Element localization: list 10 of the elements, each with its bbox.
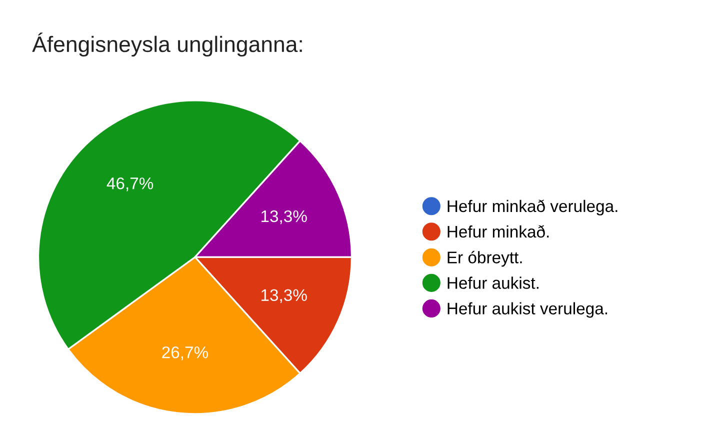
chart-title: Áfengisneysla unglinganna:: [32, 32, 302, 57]
legend-label: Hefur minkað.: [448, 225, 549, 238]
legend-label: Hefur aukist verulega.: [448, 302, 608, 318]
legend-label: Hefur minkað verulega.: [448, 200, 618, 216]
data-label: 13,3%: [261, 210, 307, 224]
legend-label: Hefur aukist.: [448, 276, 538, 289]
legend-label: Er óbreytt.: [448, 250, 522, 267]
data-label: 46,7%: [106, 178, 154, 192]
data-label: 26,7%: [162, 346, 208, 360]
data-label: 13,3%: [261, 289, 307, 303]
